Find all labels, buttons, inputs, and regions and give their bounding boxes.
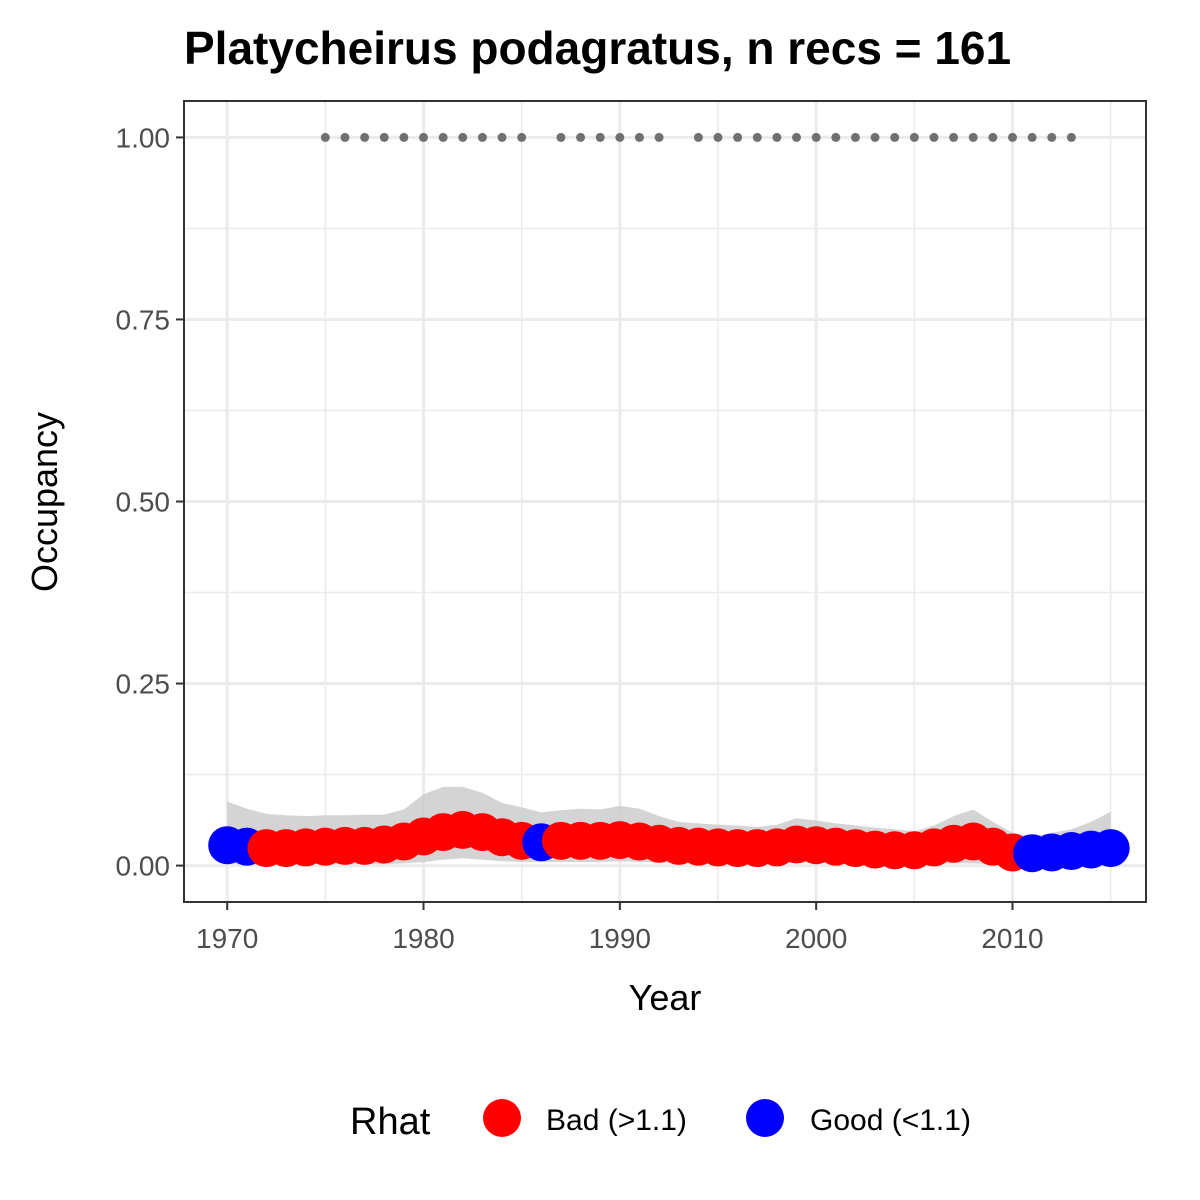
y-tick-label: 0.75: [116, 304, 171, 335]
record-dot: [1027, 132, 1037, 142]
record-dot: [438, 132, 448, 142]
record-dot: [988, 132, 998, 142]
point-good: [1091, 829, 1130, 868]
y-tick-label: 0.25: [116, 669, 171, 700]
x-axis-title: Year: [629, 977, 702, 1018]
occupancy-points: [208, 810, 1130, 873]
record-dot: [576, 132, 586, 142]
x-axis-ticks: 1970 1980 1990 2000 2010: [196, 902, 1044, 954]
record-dot: [1047, 132, 1057, 142]
record-dot: [1066, 132, 1076, 142]
record-dot: [713, 132, 723, 142]
legend: Rhat Bad (>1.1) Good (<1.1): [350, 1099, 971, 1143]
record-dot: [497, 132, 507, 142]
record-dot: [811, 132, 821, 142]
legend-label-good: Good (<1.1): [810, 1104, 971, 1137]
chart-title: Platycheirus podagratus, n recs = 161: [184, 22, 1011, 74]
record-dot: [968, 132, 978, 142]
x-tick-label: 1990: [589, 923, 651, 954]
y-axis-title: Occupancy: [24, 412, 65, 592]
record-dot: [1007, 132, 1017, 142]
record-dot: [320, 132, 330, 142]
legend-key-bad: [483, 1099, 521, 1137]
record-dot: [792, 132, 802, 142]
record-dot: [517, 132, 527, 142]
record-dot: [477, 132, 487, 142]
record-dot: [615, 132, 625, 142]
record-dot: [772, 132, 782, 142]
record-dot: [654, 132, 664, 142]
record-dots: [320, 132, 1076, 142]
y-tick-label: 0.50: [116, 487, 171, 518]
record-dot: [419, 132, 429, 142]
legend-key-good: [746, 1099, 784, 1137]
record-dot: [556, 132, 566, 142]
x-tick-label: 1980: [392, 923, 454, 954]
x-tick-label: 2000: [785, 923, 847, 954]
record-dot: [890, 132, 900, 142]
legend-title: Rhat: [350, 1101, 431, 1143]
record-dot: [693, 132, 703, 142]
record-dot: [909, 132, 919, 142]
record-dot: [340, 132, 350, 142]
record-dot: [929, 132, 939, 142]
record-dot: [360, 132, 370, 142]
legend-label-bad: Bad (>1.1): [546, 1104, 687, 1137]
x-tick-label: 1970: [196, 923, 258, 954]
grid-lines: [184, 101, 1146, 902]
record-dot: [949, 132, 959, 142]
record-dot: [733, 132, 743, 142]
y-tick-label: 1.00: [116, 122, 171, 153]
record-dot: [595, 132, 605, 142]
y-tick-label: 0.00: [116, 851, 171, 882]
x-tick-label: 2010: [981, 923, 1043, 954]
record-dot: [831, 132, 841, 142]
y-axis-ticks: 0.00 0.25 0.50 0.75 1.00: [116, 122, 184, 882]
record-dot: [850, 132, 860, 142]
record-dot: [634, 132, 644, 142]
record-dot: [399, 132, 409, 142]
record-dot: [379, 132, 389, 142]
record-dot: [752, 132, 762, 142]
record-dot: [870, 132, 880, 142]
record-dot: [458, 132, 468, 142]
